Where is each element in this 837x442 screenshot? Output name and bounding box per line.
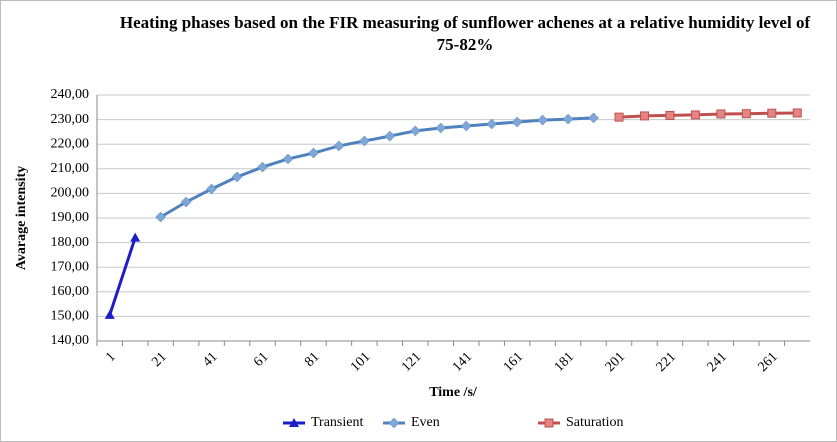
- legend-label: Transient: [311, 415, 363, 430]
- point: [231, 171, 243, 183]
- point: [388, 417, 400, 429]
- point: [544, 418, 554, 428]
- point: [690, 110, 700, 120]
- point: [486, 118, 498, 130]
- y-tick-label: 240,00: [51, 87, 90, 102]
- y-tick-label: 150,00: [51, 309, 90, 324]
- point: [282, 153, 294, 165]
- point: [537, 114, 548, 126]
- point: [409, 125, 421, 137]
- point: [588, 112, 599, 124]
- point: [511, 116, 523, 128]
- y-tick-label: 140,00: [51, 333, 90, 348]
- y-axis-label: Avarage intensity: [14, 166, 29, 270]
- x-axis-label: Time /s/: [429, 385, 478, 400]
- y-tick-label: 220,00: [51, 136, 90, 151]
- point: [359, 135, 370, 147]
- point: [130, 232, 141, 242]
- y-tick-label: 160,00: [51, 284, 90, 299]
- point: [333, 140, 345, 152]
- y-tick-label: 170,00: [51, 259, 90, 274]
- y-tick-label: 200,00: [51, 186, 90, 201]
- y-tick-label: 210,00: [51, 161, 90, 176]
- point: [155, 211, 167, 223]
- point: [180, 196, 192, 208]
- point: [206, 183, 217, 195]
- y-tick-label: 230,00: [51, 112, 90, 127]
- y-tick-label: 190,00: [51, 210, 90, 225]
- point: [289, 418, 299, 427]
- legend-label: Even: [411, 415, 440, 430]
- point: [435, 122, 447, 134]
- point: [384, 130, 396, 142]
- y-tick-label: 180,00: [51, 235, 90, 250]
- point: [562, 113, 574, 125]
- chart-title: Heating phases based on the FIR measurin…: [119, 13, 811, 54]
- point: [741, 109, 751, 119]
- point: [308, 147, 319, 159]
- point: [104, 309, 115, 319]
- legend-label: Saturation: [566, 415, 624, 430]
- point: [460, 120, 472, 132]
- point: [716, 109, 726, 119]
- point: [257, 161, 268, 173]
- point: [665, 110, 675, 120]
- point: [639, 111, 649, 121]
- point: [792, 108, 802, 118]
- point: [767, 108, 777, 118]
- line: [108, 237, 137, 316]
- point: [614, 112, 624, 122]
